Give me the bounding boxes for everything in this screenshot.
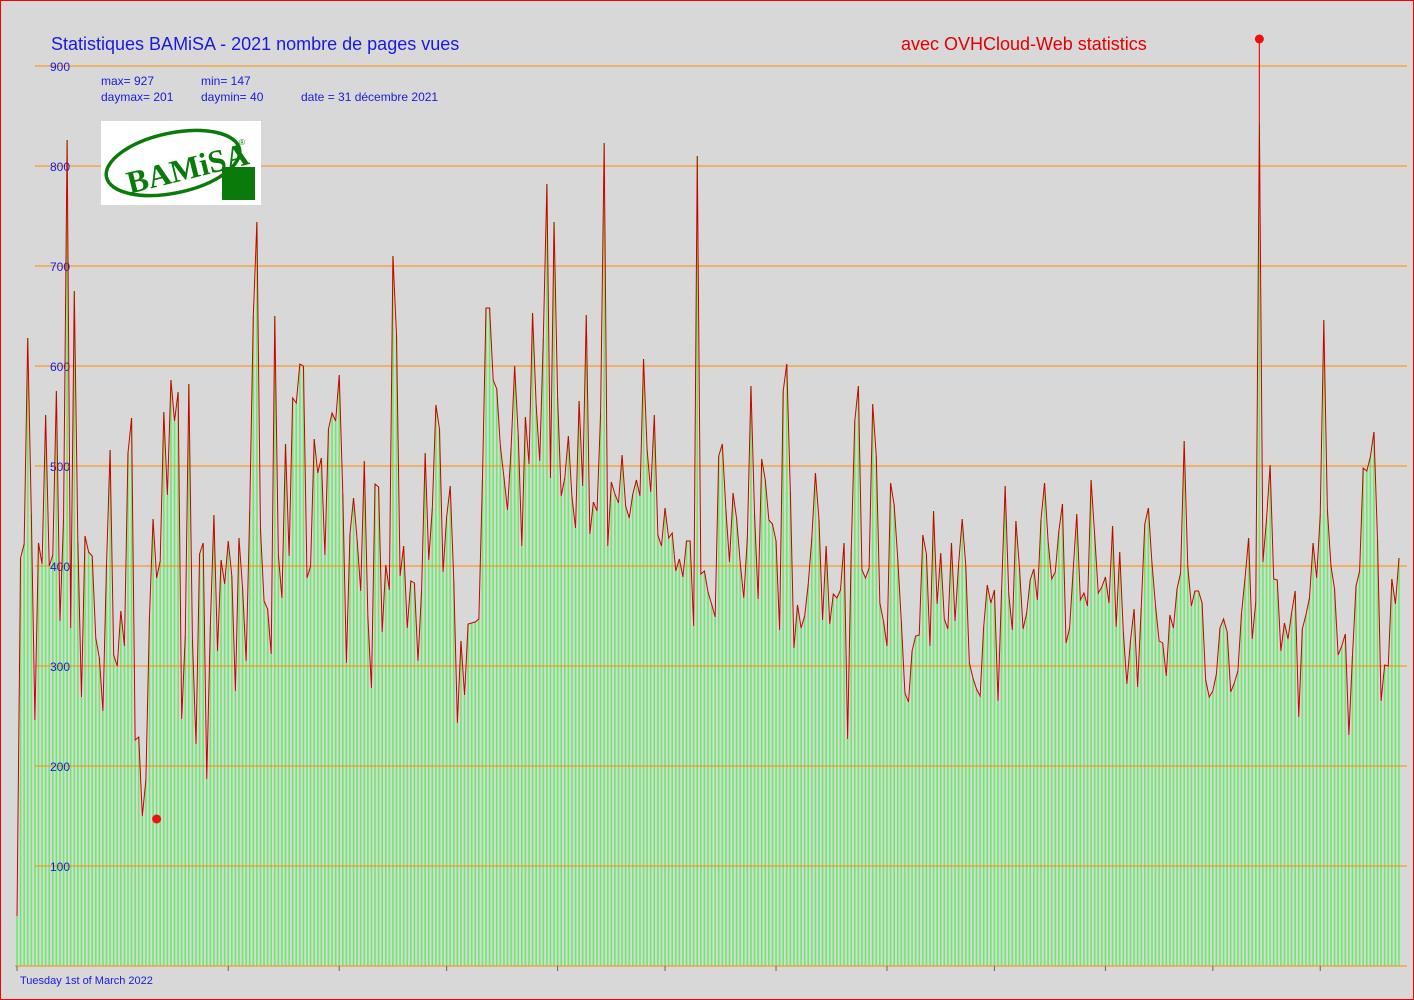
footer-date: Tuesday 1st of March 2022 (20, 975, 153, 987)
logo-green-square (222, 167, 255, 200)
chart-title: Statistiques BAMiSA - 2021 nombre de pag… (51, 34, 460, 54)
y-tick-label: 400 (50, 560, 70, 574)
y-tick-label: 200 (50, 760, 70, 774)
stat-max: max= 927 (101, 74, 155, 88)
x-tick-group (16, 966, 1321, 971)
max-marker (1254, 34, 1264, 44)
y-tick-label: 300 (50, 660, 70, 674)
y-tick-label: 100 (50, 860, 70, 874)
bamisa-logo: BAMiSA ® (101, 121, 261, 205)
y-tick-label: 900 (50, 60, 70, 74)
y-tick-label: 800 (50, 160, 70, 174)
grid-group: 100 200 300 400 500 600 700 800 900 (15, 60, 1407, 967)
y-tick-label: 600 (50, 360, 70, 374)
stat-date: date = 31 décembre 2021 (301, 90, 439, 104)
bar-group (16, 123, 1400, 966)
stat-daymax: daymax= 201 (101, 90, 174, 104)
series-line (16, 122, 1400, 917)
chart-subtitle: avec OVHCloud-Web statistics (901, 34, 1147, 54)
logo-registered-mark: ® (239, 138, 245, 147)
y-tick-label: 500 (50, 460, 70, 474)
stat-min: min= 147 (201, 74, 251, 88)
min-marker (152, 814, 162, 824)
stat-daymin: daymin= 40 (201, 90, 264, 104)
y-tick-label: 700 (50, 260, 70, 274)
